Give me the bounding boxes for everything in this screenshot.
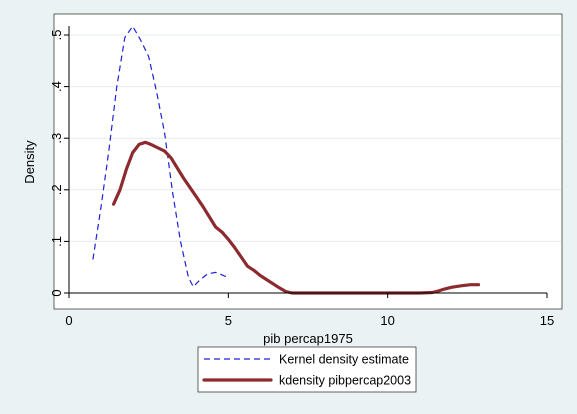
legend-label-kdensity-pibpercap2003: kdensity pibpercap2003 [279, 374, 411, 388]
legend-label-kernel-density-estimate: Kernel density estimate [279, 353, 409, 367]
x-axis-label: pib percap1975 [263, 331, 353, 346]
y-tick-label: .5 [49, 30, 64, 41]
y-tick-label: 0 [49, 289, 64, 296]
x-tick-label: 0 [65, 313, 72, 328]
y-tick-label: .2 [49, 184, 64, 195]
y-axis-ticks: 0 .1 .2 .3 .4 .5 [49, 30, 69, 297]
x-tick-label: 15 [540, 313, 554, 328]
x-tick-label: 10 [380, 313, 394, 328]
grid-lines [55, 34, 561, 242]
series-line-kernel-density-estimate [92, 25, 227, 288]
y-tick-label: .3 [49, 133, 64, 144]
x-tick-label: 5 [225, 313, 232, 328]
y-axis-label: Density [22, 140, 37, 184]
legend-box [197, 346, 417, 393]
x-axis-ticks: 0 5 10 15 [65, 293, 554, 328]
legend: Kernel density estimate kdensity pibperc… [197, 346, 417, 393]
plot-area [53, 13, 563, 310]
y-tick-label: .4 [49, 81, 64, 92]
y-tick-label: .1 [49, 236, 64, 247]
